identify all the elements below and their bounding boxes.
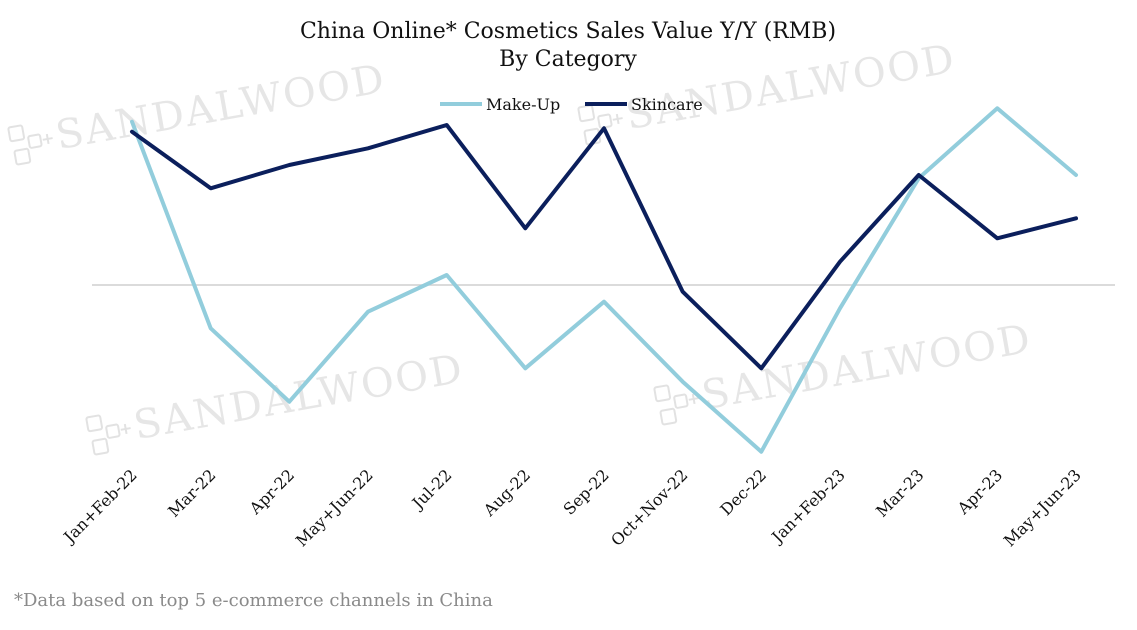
x-tick-label: Apr-23 xyxy=(953,465,1006,518)
data-point-skincare xyxy=(603,127,605,129)
data-point-make-up xyxy=(446,274,448,276)
watermark: SANDALWOOD xyxy=(85,346,467,456)
sandalwood-logo-icon xyxy=(577,104,623,146)
data-point-skincare xyxy=(839,261,841,263)
data-point-skincare xyxy=(996,237,998,239)
watermark-text: SANDALWOOD xyxy=(52,56,389,159)
data-point-skincare xyxy=(210,187,212,189)
legend-label-make-up: Make-Up xyxy=(486,95,560,114)
data-point-make-up xyxy=(367,311,369,313)
watermark-text: SANDALWOOD xyxy=(130,346,467,449)
data-point-make-up xyxy=(1075,174,1077,176)
series-layer xyxy=(130,106,1078,454)
watermark-text: SANDALWOOD xyxy=(698,316,1035,419)
data-point-make-up xyxy=(760,451,762,453)
data-point-skincare xyxy=(760,367,762,369)
data-point-make-up xyxy=(996,107,998,109)
x-tick-label: Dec-22 xyxy=(716,465,770,519)
watermark: SANDALWOOD xyxy=(653,316,1035,426)
data-point-make-up xyxy=(131,121,133,123)
chart-title: China Online* Cosmetics Sales Value Y/Y … xyxy=(300,19,836,44)
watermark-text: SANDALWOOD xyxy=(622,36,959,139)
x-tick-label: Jan+Feb-22 xyxy=(59,465,141,547)
data-point-skincare xyxy=(682,291,684,293)
x-tick-label: Jul-22 xyxy=(407,465,456,514)
watermark: SANDALWOOD xyxy=(7,56,389,166)
x-tick-label: Aug-22 xyxy=(479,465,534,520)
x-tick-label: Mar-23 xyxy=(872,465,927,520)
legend-label-skincare: Skincare xyxy=(631,95,703,114)
data-point-make-up xyxy=(288,401,290,403)
x-tick-label: Jan+Feb-23 xyxy=(767,465,849,547)
sandalwood-logo-icon xyxy=(653,384,699,426)
sandalwood-logo-icon xyxy=(85,414,131,456)
data-point-make-up xyxy=(603,301,605,303)
x-tick-label: Apr-22 xyxy=(245,465,298,518)
sandalwood-logo-icon xyxy=(7,124,53,166)
data-point-make-up xyxy=(839,307,841,309)
data-point-skincare xyxy=(367,147,369,149)
x-tick-label: May+Jun-22 xyxy=(292,465,377,550)
data-point-make-up xyxy=(524,367,526,369)
legend: Make-Up Skincare xyxy=(440,95,703,114)
data-point-make-up xyxy=(210,327,212,329)
x-tick-label: May+Jun-23 xyxy=(1000,465,1085,550)
data-point-skincare xyxy=(131,131,133,133)
data-point-skincare xyxy=(918,174,920,176)
x-tick-label: Oct+Nov-22 xyxy=(607,465,691,549)
data-point-make-up xyxy=(682,381,684,383)
data-point-skincare xyxy=(446,124,448,126)
chart-subtitle: By Category xyxy=(499,47,637,72)
x-tick-label: Sep-22 xyxy=(559,465,612,518)
x-tick-label: Mar-22 xyxy=(164,465,219,520)
footnote: *Data based on top 5 e-commerce channels… xyxy=(14,590,493,611)
data-point-skincare xyxy=(1075,217,1077,219)
data-point-skincare xyxy=(524,227,526,229)
data-point-skincare xyxy=(288,164,290,166)
